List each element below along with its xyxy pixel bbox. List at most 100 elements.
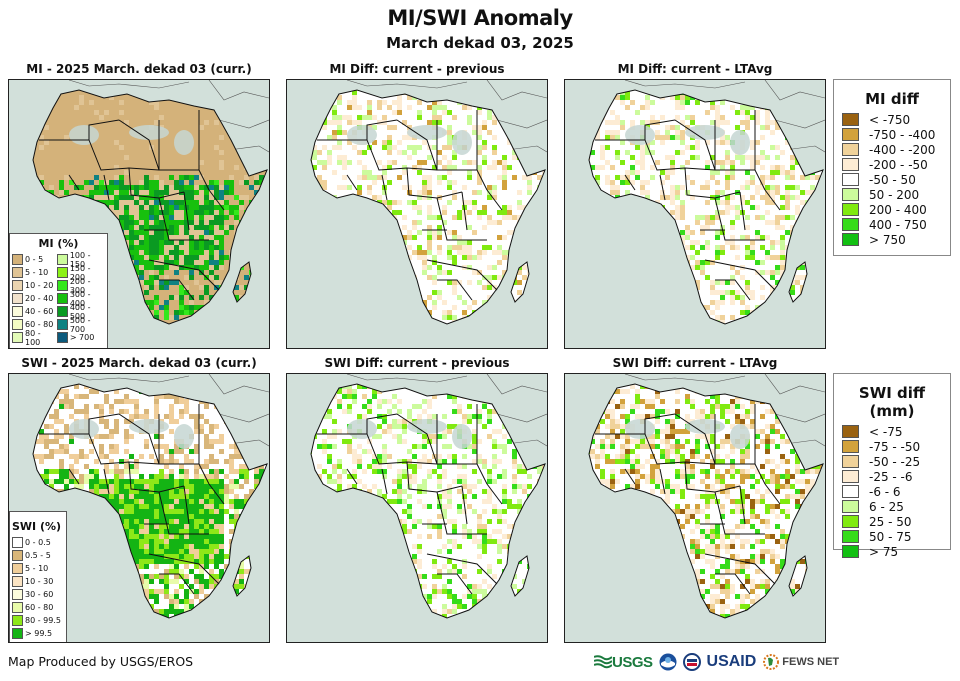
raster-cell	[229, 185, 234, 190]
raster-cell	[144, 519, 149, 524]
raster-cell	[775, 280, 780, 285]
raster-cell	[234, 484, 239, 489]
raster-cell	[79, 519, 84, 524]
raster-cell	[600, 280, 605, 285]
raster-cell	[432, 280, 437, 285]
raster-cell	[780, 245, 785, 250]
raster-cell	[427, 210, 432, 215]
raster-cell	[635, 220, 640, 225]
raster-cell	[362, 220, 367, 225]
raster-cell	[109, 180, 114, 185]
raster-cell	[312, 210, 317, 215]
raster-cell	[600, 245, 605, 250]
raster-cell	[810, 140, 815, 145]
raster-cell	[512, 100, 517, 105]
raster-cell	[635, 305, 640, 310]
raster-cell	[357, 150, 362, 155]
raster-cell	[229, 394, 234, 399]
raster-cell	[159, 389, 164, 394]
raster-cell	[745, 125, 750, 130]
raster-cell	[427, 295, 432, 300]
raster-cell	[134, 524, 139, 529]
raster-cell	[332, 105, 337, 110]
raster-cell	[14, 484, 19, 489]
raster-cell	[129, 529, 134, 534]
raster-cell	[204, 529, 209, 534]
raster-cell	[209, 484, 214, 489]
raster-cell	[169, 544, 174, 549]
raster-cell	[159, 509, 164, 514]
raster-cell	[164, 245, 169, 250]
raster-cell	[412, 340, 417, 345]
raster-cell	[755, 100, 760, 105]
raster-cell	[690, 195, 695, 200]
raster-cell	[259, 509, 264, 514]
raster-cell	[527, 155, 532, 160]
raster-cell	[109, 549, 114, 554]
raster-cell	[159, 484, 164, 489]
raster-cell	[204, 564, 209, 569]
raster-cell	[99, 489, 104, 494]
raster-cell	[610, 265, 615, 270]
raster-cell	[264, 270, 267, 275]
raster-cell	[114, 384, 119, 389]
raster-cell	[164, 205, 169, 210]
raster-cell	[134, 399, 139, 404]
raster-cell	[194, 220, 199, 225]
raster-cell	[214, 439, 219, 444]
raster-cell	[640, 165, 645, 170]
raster-cell	[219, 300, 224, 305]
raster-cell	[199, 474, 204, 479]
raster-cell	[69, 514, 74, 519]
raster-cell	[129, 454, 134, 459]
raster-cell	[209, 180, 214, 185]
raster-cell	[189, 240, 194, 245]
raster-cell	[337, 290, 342, 295]
raster-cell	[119, 295, 124, 300]
raster-cell	[194, 325, 199, 330]
raster-cell	[169, 564, 174, 569]
raster-cell	[302, 240, 307, 245]
raster-cell	[392, 310, 397, 315]
raster-cell	[169, 230, 174, 235]
raster-cell	[442, 300, 447, 305]
raster-cell	[99, 509, 104, 514]
raster-cell	[610, 190, 615, 195]
raster-cell	[234, 534, 239, 539]
raster-cell	[229, 205, 234, 210]
raster-cell	[595, 330, 600, 335]
raster-cell	[710, 80, 715, 85]
raster-cell	[114, 524, 119, 529]
raster-cell	[347, 120, 352, 125]
raster-cell	[119, 544, 124, 549]
raster-cell	[104, 564, 109, 569]
raster-cell	[164, 509, 169, 514]
raster-cell	[442, 220, 447, 225]
raster-cell	[287, 85, 292, 90]
raster-cell	[805, 95, 810, 100]
raster-cell	[427, 180, 432, 185]
raster-cell	[54, 419, 59, 424]
raster-cell	[184, 245, 189, 250]
raster-cell	[387, 240, 392, 245]
raster-cell	[432, 260, 437, 265]
legend-label: 200 - 300	[69, 276, 91, 295]
raster-cell	[174, 255, 179, 260]
raster-cell	[119, 579, 124, 584]
raster-cell	[204, 549, 209, 554]
raster-cell	[44, 424, 49, 429]
raster-cell	[204, 255, 209, 260]
raster-cell	[615, 310, 620, 315]
raster-cell	[422, 265, 427, 270]
raster-cell	[810, 205, 815, 210]
raster-cell	[527, 225, 532, 230]
raster-cell	[397, 200, 402, 205]
legend-item: 300 - 400	[56, 290, 107, 308]
raster-cell	[134, 484, 139, 489]
raster-cell	[154, 484, 159, 489]
raster-cell	[542, 240, 545, 245]
raster-cell	[179, 414, 184, 419]
raster-cell	[79, 549, 84, 554]
raster-cell	[302, 195, 307, 200]
raster-cell	[615, 190, 620, 195]
